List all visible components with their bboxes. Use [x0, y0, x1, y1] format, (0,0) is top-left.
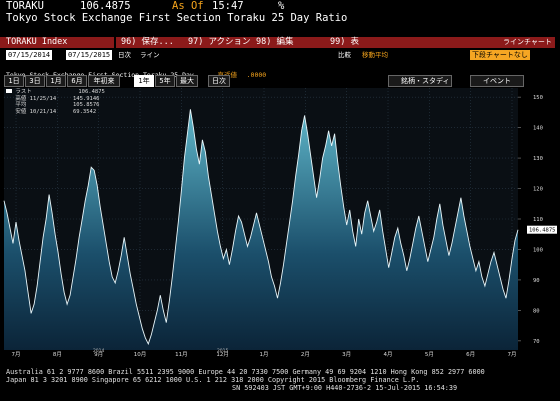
table-menu[interactable]: 99) 表: [330, 37, 359, 47]
x-tick-label: 11月: [175, 351, 188, 358]
last-value-box: [527, 225, 557, 234]
footer: Australia 61 2 9777 8600 Brazil 5511 239…: [0, 362, 560, 401]
x-tick-label: 7月: [508, 351, 517, 358]
x-tick-label: 12月: [216, 351, 229, 358]
tab-1d[interactable]: 1日: [4, 75, 24, 87]
y-tick-label: 140: [533, 126, 543, 132]
save-menu[interactable]: 96) 保存...: [121, 37, 174, 47]
x-tick-label: 4月: [384, 351, 393, 358]
footer-line-2: Japan 81 3 3201 8900 Singapore 65 6212 1…: [6, 376, 420, 384]
end-date-field[interactable]: 07/15/2015: [66, 50, 113, 60]
compare-button[interactable]: 比較: [338, 51, 351, 59]
year-label: 2015: [217, 348, 229, 354]
legend: ラスト 106.4875 高値 11/25/14 145.9146 平均 105…: [6, 89, 105, 115]
x-tick-label: 6月: [466, 351, 475, 358]
as-of-time: 15:47: [212, 0, 244, 12]
y-axis: 70 80 90 100 110 120 130 140 150: [518, 95, 543, 345]
toolbar: TORAKU Index 96) 保存... 97) アクション 98) 編集 …: [0, 37, 560, 48]
tab-1y[interactable]: 1年: [134, 75, 154, 87]
year-label: 2014: [93, 348, 105, 354]
series-line: [3, 109, 519, 346]
period-tabs: 1日 3日 1月 6月 年初来 1年 5年 最大 日次 銘柄・スタディ イベント: [0, 74, 560, 87]
menu-bar: [116, 37, 552, 48]
lower-chart-selector[interactable]: 下段チャートなし: [470, 50, 530, 60]
legend-row-high: 高値 11/25/14 145.9146: [15, 95, 100, 102]
index-name-box[interactable]: TORAKU Index: [0, 37, 114, 48]
footer-line-1: Australia 61 2 9777 8600 Brazil 5511 239…: [6, 368, 485, 376]
x-tick-label: 7月: [12, 351, 21, 358]
chart-title: Tokyo Stock Exchange First Section Torak…: [6, 12, 348, 24]
x-tick-label: 2月: [301, 351, 310, 358]
title-bar: TORAKU 106.4875 As Of 15:47 %: [0, 0, 560, 12]
last-value-label: 106.4875: [529, 228, 556, 234]
y-tick-label: 100: [533, 247, 543, 253]
ticker-symbol[interactable]: TORAKU: [6, 0, 44, 12]
freq-selector[interactable]: 日次: [118, 51, 131, 59]
footer-line-3: SN 592403 JST GMT+9:00 H440-2736-2 15-Ju…: [232, 384, 458, 392]
y-tick-label: 150: [533, 95, 543, 101]
tab-6m[interactable]: 6月: [67, 75, 87, 87]
percent-icon[interactable]: %: [278, 0, 285, 12]
x-tick-label: 3月: [342, 351, 351, 358]
series-area: [4, 109, 518, 350]
y-tick-label: 120: [533, 187, 543, 193]
y-tick-label: 70: [533, 339, 540, 345]
moving-average-button[interactable]: 移動平均: [362, 51, 388, 59]
y-tick-label: 130: [533, 156, 543, 162]
freq-dropdown[interactable]: 日次: [208, 75, 230, 87]
last-value-badge: 106.4875: [527, 225, 557, 234]
y-tick-label: 80: [533, 308, 540, 314]
date-row: 07/15/2014 07/15/2015 日次 ライン 比較 移動平均 下段チ…: [0, 50, 560, 61]
legend-row-low: 安値 10/21/14 69.3542: [15, 108, 97, 115]
tab-ytd[interactable]: 年初来: [88, 75, 120, 87]
action-menu[interactable]: 97) アクション: [188, 37, 251, 47]
y-tick-label: 110: [533, 217, 543, 223]
line-chart-tab[interactable]: ラインチャート: [500, 37, 555, 48]
line-type-selector[interactable]: ライン: [140, 51, 160, 59]
x-tick-label: 1月: [260, 351, 269, 358]
x-tick-label: 9月: [94, 351, 103, 358]
index-name: TORAKU Index: [6, 37, 68, 47]
x-tick-label: 8月: [53, 351, 62, 358]
as-of-label: As Of: [172, 0, 204, 12]
recent-value: .0000: [246, 71, 267, 79]
tab-max[interactable]: 最大: [176, 75, 198, 87]
x-tick-label: 5月: [425, 351, 434, 358]
legend-row-last: ラスト 106.4875: [6, 89, 105, 96]
last-price: 106.4875: [80, 0, 131, 12]
tab-5y[interactable]: 5年: [155, 75, 175, 87]
edit-menu[interactable]: 98) 編集: [256, 37, 294, 47]
tab-3d[interactable]: 3日: [25, 75, 45, 87]
tab-1m[interactable]: 1月: [46, 75, 66, 87]
x-tick-label: 10月: [134, 351, 147, 358]
start-date-field[interactable]: 07/15/2014: [6, 50, 53, 60]
events-button[interactable]: イベント: [470, 75, 524, 87]
y-tick-label: 90: [533, 278, 540, 284]
chart-title-row: Tokyo Stock Exchange First Section Torak…: [0, 12, 560, 24]
legend-row-avg: 平均 105.8576: [15, 102, 100, 108]
securities-studies-button[interactable]: 銘柄・スタディ: [388, 75, 452, 87]
